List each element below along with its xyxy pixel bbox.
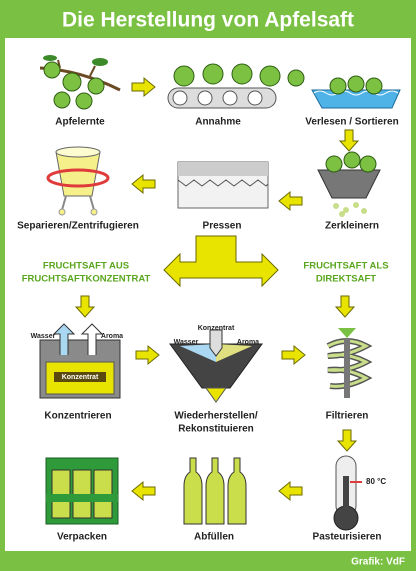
part-label: Wasser: [174, 339, 199, 346]
step-label: Pressen: [203, 221, 242, 232]
step-label: Filtrieren: [326, 411, 369, 422]
branch-label: DIREKTSAFT: [316, 274, 376, 285]
step-label: Separieren/Zentrifugieren: [17, 221, 139, 232]
part-label: Konzentrat: [198, 325, 235, 332]
step-label: Pasteurisieren: [313, 532, 382, 543]
step-label: Verlesen / Sortieren: [305, 117, 398, 128]
bottles-illustration: [184, 458, 246, 524]
crate-illustration: [46, 458, 118, 524]
step-label: Apfelernte: [55, 117, 105, 128]
step-label: Rekonstituieren: [178, 424, 254, 435]
title: Die Herstellung von Apfelsaft: [62, 9, 354, 32]
part-label: Aroma: [101, 333, 123, 340]
part-label: Wasser: [31, 333, 56, 340]
press-illustration: [178, 162, 268, 208]
part-label: Konzentrat: [62, 374, 99, 381]
step-label: Annahme: [195, 117, 241, 128]
branch-label: FRUCHTSAFT AUS: [43, 261, 129, 272]
credit: Grafik: VdF: [351, 557, 405, 568]
step-label: Abfüllen: [194, 532, 234, 543]
step-label: Wiederherstellen/: [174, 411, 257, 422]
branch-label: FRUCHTSAFTKONZENTRAT: [22, 274, 151, 285]
temperature: 80 °C: [366, 477, 386, 486]
infographic: Die Herstellung von Apfelsaft Grafik: Vd…: [0, 0, 416, 571]
step-label: Konzentrieren: [44, 411, 111, 422]
branch-label: FRUCHTSAFT ALS: [303, 261, 388, 272]
step-label: Zerkleinern: [325, 221, 379, 232]
part-label: Aroma: [237, 339, 259, 346]
step-label: Verpacken: [57, 532, 107, 543]
